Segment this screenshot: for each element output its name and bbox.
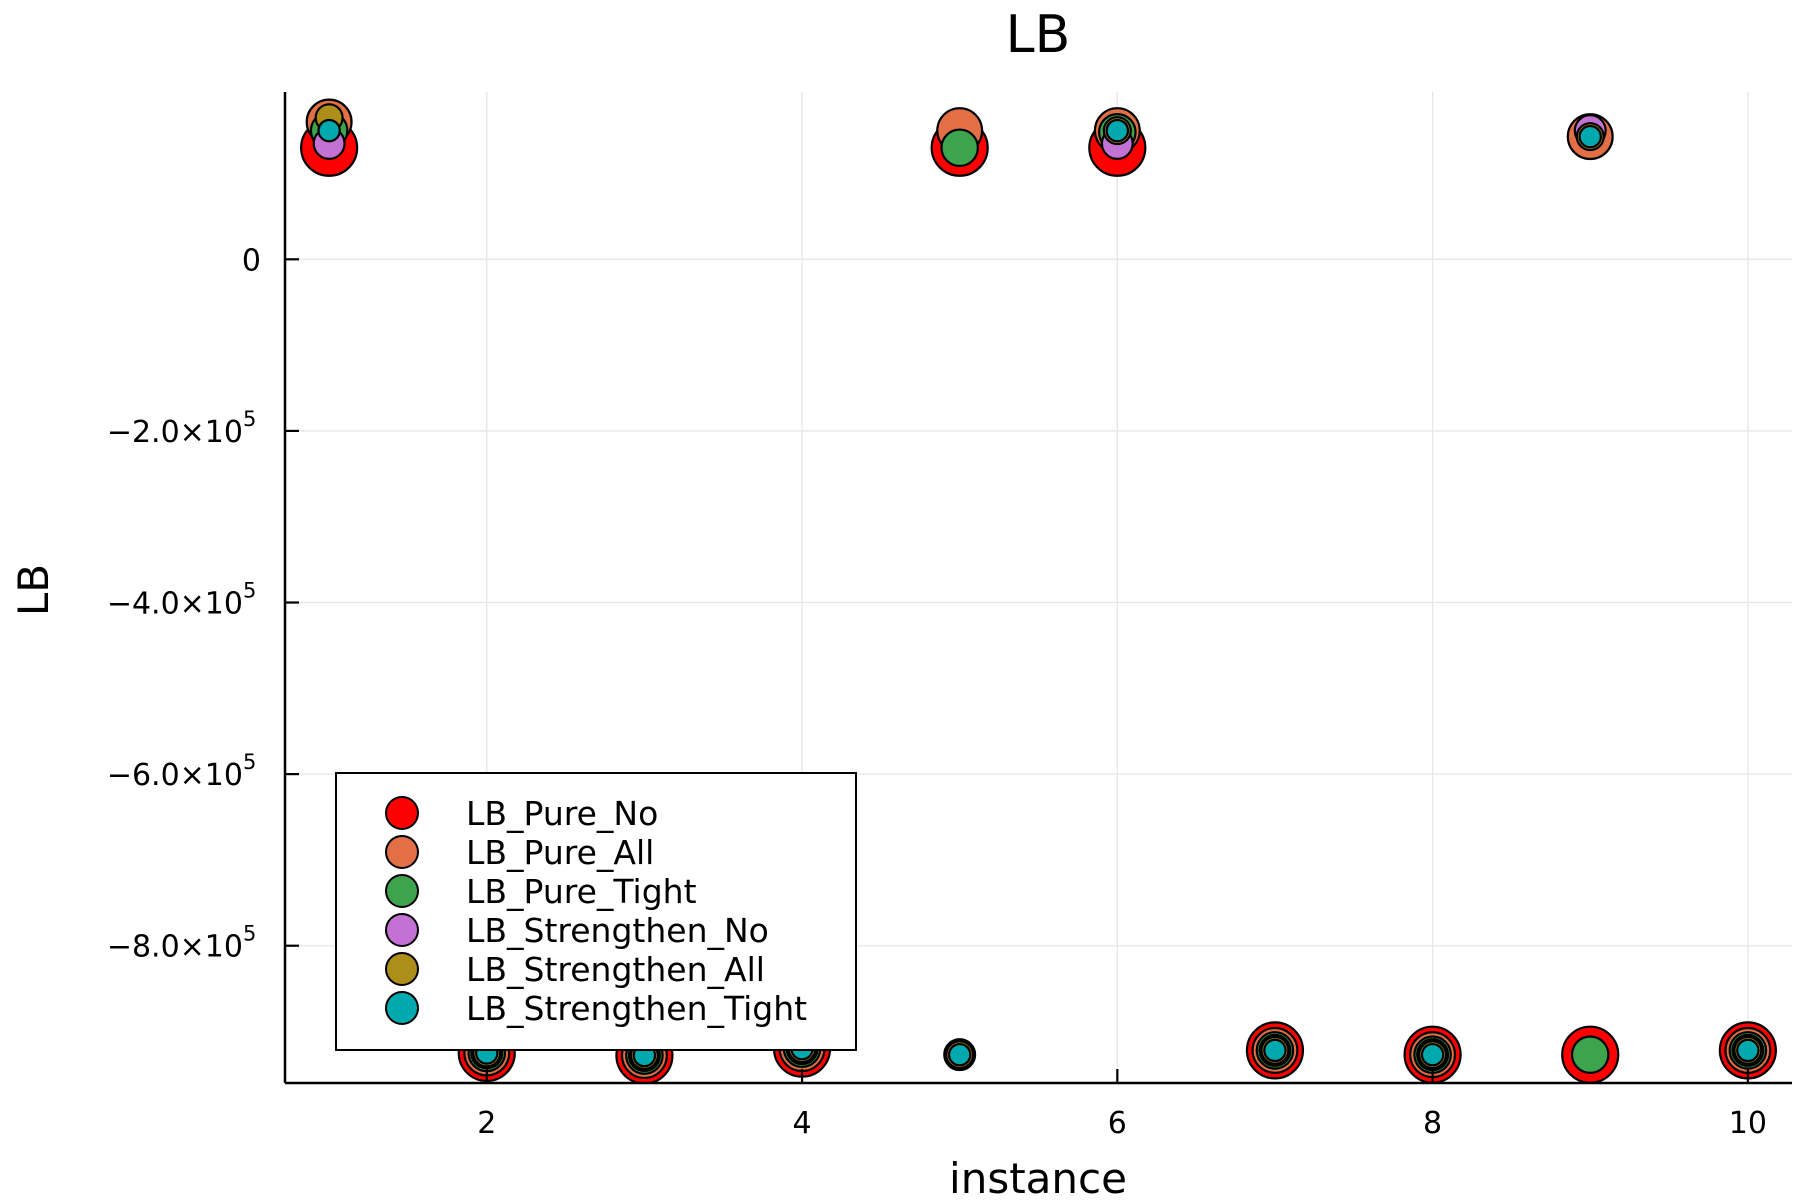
x-tick-label: 2 [477,1106,496,1141]
point-lb-strengthen-tight [1420,1042,1445,1067]
point-lb-pure-tight [1570,1035,1610,1074]
x-axis-label: instance [949,1154,1127,1200]
legend: LB_Pure_NoLB_Pure_AllLB_Pure_TightLB_Str… [335,772,857,1051]
point-lb-strengthen-tight [1105,118,1130,143]
grid-lines [285,92,1792,1083]
legend-label: LB_Strengthen_All [466,950,765,989]
legend-label: LB_Pure_All [466,833,654,872]
y-tick-exponent: 5 [243,407,256,431]
x-tick-label: 8 [1423,1106,1442,1141]
axes [283,92,1792,1085]
y-tick-exponent: 5 [243,579,256,603]
y-tick-exponent: 5 [243,922,256,946]
point-lb-strengthen-tight [1578,124,1602,149]
legend-label: LB_Strengthen_No [466,911,769,950]
point-lb-pure-tight [940,128,979,168]
y-tick-label: −6.0×10 [107,758,243,793]
y-tick-label: 0 [242,243,261,278]
y-tick-label: −8.0×10 [107,930,243,965]
legend-label: LB_Pure_No [466,794,658,833]
point-lb-strengthen-tight [1736,1038,1760,1063]
y-axis-label: LB [9,564,58,616]
x-tick-label: 6 [1108,1106,1127,1141]
x-tick-label: 10 [1729,1106,1767,1141]
x-tick-label: 4 [792,1106,811,1141]
legend-marker-lb-pure-no [385,796,419,830]
y-tick-label: −2.0×10 [107,415,243,450]
legend-marker-lb-pure-all [385,835,419,869]
tick-labels: 2 4 6 8 100−2.0×10 5−4.0×10 5−6.0×10 5−8.0×10 5 [107,243,1767,1141]
point-lb-strengthen-tight [317,118,341,143]
legend-label: LB_Pure_Tight [466,872,697,911]
legend-marker-lb-pure-tight [385,874,419,908]
chart-title: LB [1006,5,1071,65]
point-lb-strengthen-tight [1263,1038,1287,1063]
point-lb-strengthen-tight [947,1042,972,1067]
legend-box [335,772,857,1051]
legend-marker-lb-strengthen-tight [385,991,419,1025]
y-tick-exponent: 5 [243,750,256,774]
legend-marker-lb-strengthen-all [385,952,419,986]
legend-label: LB_Strengthen_Tight [466,989,807,1028]
y-tick-label: −4.0×10 [107,587,243,622]
legend-marker-lb-strengthen-no [385,913,419,947]
